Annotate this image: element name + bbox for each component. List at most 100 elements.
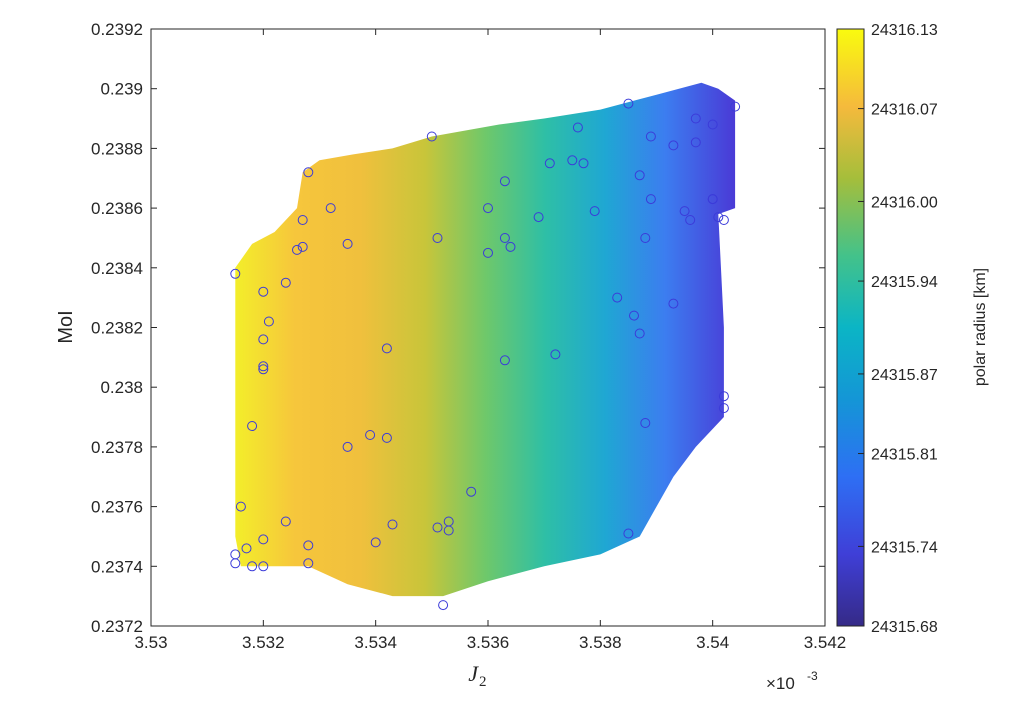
scatter-point xyxy=(690,113,701,124)
scatter-point xyxy=(438,600,449,611)
scatter-point xyxy=(258,364,269,375)
scatter-point xyxy=(230,558,241,569)
colorbar-tick-label: 24315.94 xyxy=(871,274,938,291)
scatter-point xyxy=(499,233,510,243)
scatter-point xyxy=(230,268,241,279)
scatter-point xyxy=(612,292,623,303)
x-tick-label: 3.536 xyxy=(467,633,510,652)
scatter-point xyxy=(685,215,696,225)
x-exponent-label: ×10 xyxy=(766,674,795,693)
x-exponent-power: -3 xyxy=(807,669,818,683)
y-axis-label: MoI xyxy=(55,310,77,343)
scatter-point xyxy=(297,241,308,252)
y-tick-label: 0.238 xyxy=(100,378,143,397)
colorbar-tick-label: 24315.74 xyxy=(871,539,938,556)
scatter-point xyxy=(342,441,353,452)
scatter-point xyxy=(387,519,398,530)
scatter-point xyxy=(505,241,516,252)
y-tick-label: 0.2374 xyxy=(91,557,143,576)
scatter-point xyxy=(668,140,679,151)
scatter-point xyxy=(550,349,561,360)
scatter-point xyxy=(718,215,729,225)
scatter-point xyxy=(258,534,269,545)
scatter-point xyxy=(432,233,443,243)
scatter-point xyxy=(297,215,308,225)
scatter-point xyxy=(634,170,645,181)
scatter-point xyxy=(258,361,269,372)
scatter-point xyxy=(247,561,258,572)
x-axis-ticks: 3.53 3.532 3.534 3.536 3.538 3.54 3.542 xyxy=(134,29,846,652)
scatter-point xyxy=(235,501,246,512)
colored-region xyxy=(235,82,736,597)
scatter-point xyxy=(263,316,274,327)
scatter-point xyxy=(499,176,510,187)
scatter-point xyxy=(718,391,729,402)
colorbar xyxy=(836,28,865,627)
scatter-point xyxy=(578,158,589,169)
y-tick-label: 0.2378 xyxy=(91,438,143,457)
y-tick-label: 0.2386 xyxy=(91,199,143,218)
scatter-point xyxy=(640,418,651,428)
scatter-point xyxy=(342,238,353,249)
scatter-point xyxy=(258,334,269,345)
x-tick-label: 3.534 xyxy=(354,633,397,652)
scatter-point xyxy=(443,525,454,536)
y-axis-ticks: 0.2372 0.2374 0.2376 0.2378 0.238 0.2382 0.238… xyxy=(91,20,825,636)
y-tick-label: 0.2382 xyxy=(91,319,143,338)
scatter-point xyxy=(303,558,314,569)
colorbar-tick-label: 24316.00 xyxy=(871,194,938,211)
scatter-point xyxy=(292,244,302,255)
x-tick-label: 3.54 xyxy=(696,633,729,652)
scatter-point xyxy=(718,403,729,414)
scatter-point xyxy=(280,277,291,288)
x-axis-label-subscript: 2 xyxy=(479,674,487,690)
x-tick-label: 3.532 xyxy=(242,633,285,652)
colorbar-tick-label: 24316.07 xyxy=(871,102,938,119)
colorbar-label: polar radius [km] xyxy=(972,268,989,386)
scatter-point xyxy=(572,122,583,133)
x-axis-label: J xyxy=(468,661,479,686)
scatter-point xyxy=(690,137,701,148)
x-tick-label: 3.53 xyxy=(134,633,167,652)
scatter-point xyxy=(707,119,718,130)
colorbar-ticks: 24316.13 24316.07 24316.00 24315.94 24315.87… xyxy=(858,22,938,636)
scatter-point xyxy=(629,310,639,321)
scatter-point xyxy=(303,167,314,178)
x-tick-label: 3.538 xyxy=(579,633,622,652)
scatter-point xyxy=(466,486,477,497)
scatter-point xyxy=(303,540,314,551)
y-tick-label: 0.2388 xyxy=(91,139,143,158)
scatter-point xyxy=(634,328,645,339)
scatter-point xyxy=(623,98,634,109)
colored-field xyxy=(235,82,736,597)
scatter-point xyxy=(640,233,651,243)
y-tick-label: 0.2392 xyxy=(91,20,143,39)
scatter-point xyxy=(432,522,443,533)
scatter-point xyxy=(258,286,269,297)
scatter-point xyxy=(483,203,493,214)
colorbar-tick-label: 24315.81 xyxy=(871,447,938,464)
scatter-point xyxy=(623,528,634,539)
scatter-point xyxy=(280,516,291,527)
scatter-point xyxy=(544,158,555,169)
scatter-point xyxy=(381,343,392,354)
scatter-point xyxy=(707,194,718,205)
colorbar-tick-label: 24315.68 xyxy=(871,619,938,636)
y-tick-label: 0.239 xyxy=(100,80,143,99)
scatter-point xyxy=(589,206,600,217)
scatter-point xyxy=(668,298,679,309)
y-tick-label: 0.2376 xyxy=(91,498,143,517)
scatter-point xyxy=(499,355,510,366)
scatter-point xyxy=(258,561,269,572)
y-tick-label: 0.2372 xyxy=(91,617,143,636)
scatter-point xyxy=(645,194,656,205)
scatter-point xyxy=(567,155,578,166)
scatter-point xyxy=(730,101,741,112)
scatter-point xyxy=(381,432,392,443)
scatter-point xyxy=(241,543,252,554)
scatter-point xyxy=(370,537,381,548)
scatter-point xyxy=(325,203,336,214)
scatter-point xyxy=(483,247,493,258)
scatter-point xyxy=(679,206,690,217)
